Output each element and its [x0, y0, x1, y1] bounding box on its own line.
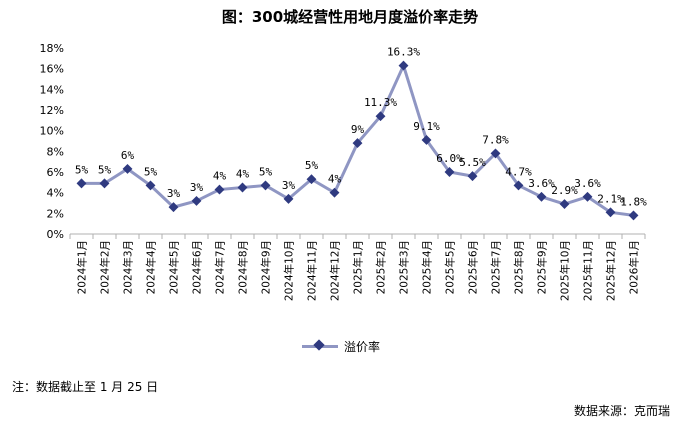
data-point [467, 171, 478, 182]
data-label: 5% [75, 163, 89, 176]
x-tick-label: 2024年6月 [191, 240, 204, 294]
x-tick-label: 2025年6月 [467, 240, 480, 294]
y-tick-label: 12% [40, 104, 64, 117]
data-label: 11.3% [364, 96, 397, 109]
data-point [214, 184, 225, 195]
x-tick-label: 2025年3月 [398, 240, 411, 294]
data-point [76, 178, 87, 189]
data-label: 5.5% [459, 156, 486, 169]
y-tick-label: 0% [47, 228, 64, 241]
data-label: 3% [282, 179, 296, 192]
data-label: 9.1% [413, 120, 440, 133]
x-tick-label: 2024年2月 [99, 240, 112, 294]
data-label: 6% [121, 149, 135, 162]
x-tick-label: 2024年8月 [237, 240, 250, 294]
x-tick-label: 2024年7月 [214, 240, 227, 294]
footnote: 注：数据截止至 1 月 25 日 [12, 380, 159, 394]
data-label: 5% [98, 163, 112, 176]
x-tick-label: 2024年9月 [260, 240, 273, 294]
x-tick-label: 2025年12月 [605, 240, 618, 301]
x-tick-label: 2025年8月 [513, 240, 526, 294]
data-label: 6.0% [436, 152, 463, 165]
data-label: 4% [213, 170, 227, 183]
data-point [283, 193, 294, 204]
data-label: 2.1% [597, 192, 624, 205]
data-point [329, 187, 340, 198]
y-tick-label: 2% [47, 207, 64, 220]
x-tick-label: 2024年1月 [76, 240, 89, 294]
x-tick-label: 2024年12月 [329, 240, 342, 301]
data-point [122, 163, 133, 174]
data-point [605, 207, 616, 218]
x-tick-label: 2024年10月 [283, 240, 296, 301]
data-label: 9% [351, 123, 365, 136]
x-tick-label: 2024年3月 [122, 240, 135, 294]
data-point [398, 60, 409, 71]
data-point [306, 174, 317, 185]
x-tick-label: 2025年1月 [352, 240, 365, 294]
data-label: 16.3% [387, 46, 420, 59]
data-point [99, 178, 110, 189]
x-tick-label: 2025年5月 [444, 240, 457, 294]
data-point [168, 202, 179, 213]
data-label: 5% [259, 165, 273, 178]
data-point [237, 182, 248, 193]
page-title: 图：300城经营性用地月度溢价率走势 [221, 8, 479, 26]
data-point [444, 167, 455, 177]
data-point [513, 180, 524, 191]
y-tick-label: 4% [47, 187, 64, 200]
data-point [421, 135, 432, 145]
y-tick-label: 16% [40, 63, 64, 76]
data-label: 5% [144, 165, 158, 178]
y-tick-label: 6% [47, 166, 64, 179]
data-point [559, 199, 570, 209]
y-tick-label: 18% [40, 42, 64, 55]
data-label: 7.8% [482, 133, 509, 146]
x-tick-label: 2025年2月 [375, 240, 388, 294]
data-point [536, 191, 547, 202]
data-label: 2.9% [551, 184, 578, 197]
data-label: 1.8% [620, 195, 647, 208]
data-source: 数据来源：克而瑞 [573, 404, 670, 418]
data-label: 3% [190, 181, 204, 194]
x-tick-label: 2024年11月 [306, 240, 319, 301]
data-label: 3.6% [528, 177, 555, 190]
y-tick-label: 8% [47, 145, 64, 158]
data-point [145, 180, 156, 191]
data-label: 3% [167, 187, 181, 200]
x-tick-label: 2026年1月 [628, 240, 641, 294]
data-point [628, 210, 639, 221]
x-tick-label: 2024年5月 [168, 240, 181, 294]
x-tick-label: 2025年4月 [421, 240, 434, 294]
data-point [352, 138, 363, 149]
data-label: 4.7% [505, 165, 532, 178]
data-label: 4% [328, 173, 342, 186]
data-label: 5% [305, 159, 319, 172]
data-label: 4% [236, 168, 250, 181]
data-point [260, 180, 271, 191]
x-tick-label: 2025年7月 [490, 240, 503, 294]
x-tick-label: 2024年4月 [145, 240, 158, 294]
x-tick-label: 2025年9月 [536, 240, 549, 294]
data-point [191, 195, 202, 206]
data-label: 3.6% [574, 177, 601, 190]
x-tick-label: 2025年10月 [559, 240, 572, 301]
y-tick-label: 14% [40, 83, 64, 96]
y-tick-label: 10% [40, 125, 64, 138]
data-point [490, 148, 501, 159]
legend-label: 溢价率 [344, 340, 381, 354]
data-point [582, 191, 593, 202]
x-tick-label: 2025年11月 [582, 240, 595, 301]
